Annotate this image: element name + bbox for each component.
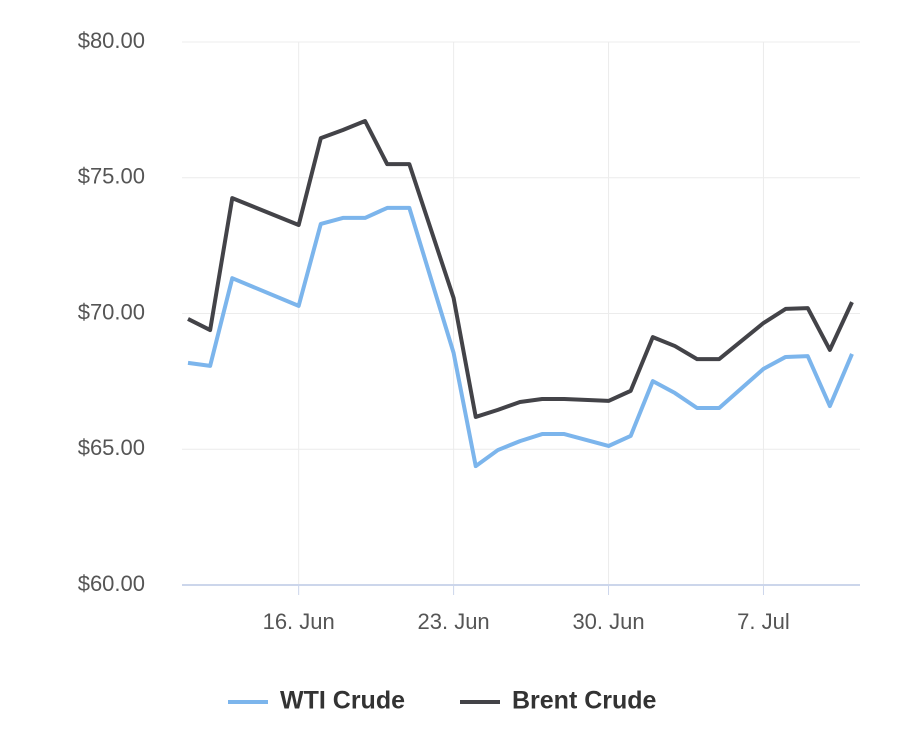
y-tick-label: $65.00 [78, 435, 145, 460]
x-tick-label: 23. Jun [418, 609, 490, 634]
y-tick-label: $80.00 [78, 28, 145, 53]
legend-label: WTI Crude [280, 687, 405, 715]
series-line [187, 205, 854, 469]
series-line [187, 119, 854, 419]
x-tick-label: 30. Jun [572, 609, 644, 634]
y-tick-label: $70.00 [78, 299, 145, 324]
y-tick-label: $75.00 [78, 164, 145, 189]
y-tick-label: $60.00 [78, 571, 145, 596]
x-tick-label: 7. Jul [737, 609, 790, 634]
legend-label: Brent Crude [512, 687, 657, 715]
x-tick-label: 16. Jun [263, 609, 335, 634]
